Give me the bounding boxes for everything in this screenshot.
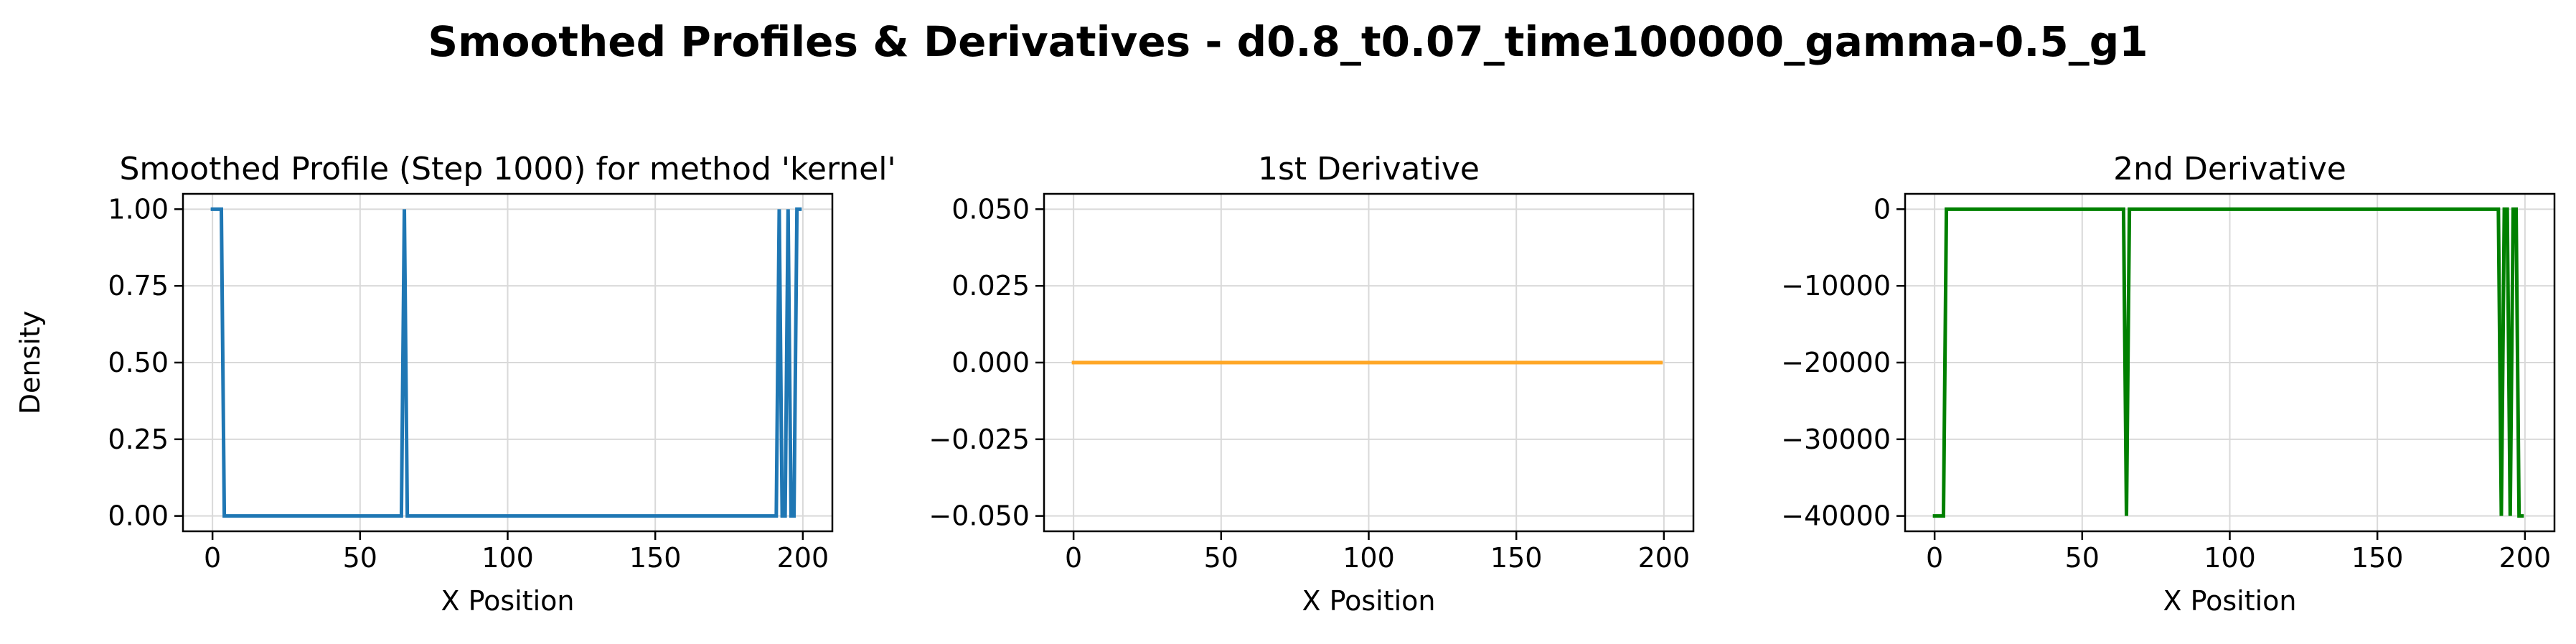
x-tick-label: 200 (2499, 542, 2552, 574)
y-tick-label: −30000 (1781, 424, 1891, 455)
x-tick-label: 0 (204, 542, 221, 574)
y-tick-label: −20000 (1781, 347, 1891, 378)
x-axis-label: X Position (441, 585, 574, 617)
y-tick-label: 0.25 (108, 424, 169, 455)
x-tick-label: 50 (343, 542, 377, 574)
x-tick-label: 0 (1065, 542, 1082, 574)
x-tick-label: 150 (629, 542, 682, 574)
x-axis-label: X Position (2163, 585, 2296, 617)
x-tick-label: 0 (1926, 542, 1943, 574)
y-tick-label: 0.00 (108, 500, 169, 532)
x-tick-label: 150 (1490, 542, 1543, 574)
series-line (210, 207, 802, 518)
y-tick-label: −40000 (1781, 500, 1891, 532)
y-tick-label: 0 (1874, 193, 1891, 225)
x-tick-label: 50 (2065, 542, 2100, 574)
subplot-profile: 0 50 100 150 200 0.00 0.25 0.50 0.75 1.00 Smoothed… (14, 151, 896, 617)
x-tick-label: 200 (1638, 542, 1691, 574)
y-tick-label: 0.000 (951, 347, 1030, 378)
x-tick-label: 100 (1343, 542, 1395, 574)
x-tick-label: 100 (481, 542, 534, 574)
subplot-second-derivative: 0 50 100 150 200 −40000 −30000 −20000 −10000 0 2nd… (1781, 151, 2556, 617)
y-tick-label: 1.00 (108, 193, 169, 225)
x-tick-label: 100 (2204, 542, 2256, 574)
y-tick-label: −0.025 (929, 424, 1030, 455)
y-tick-label: 0.050 (951, 193, 1030, 225)
x-tick-label: 200 (777, 542, 829, 574)
y-tick-label: −0.050 (929, 500, 1030, 532)
y-tick-label: −10000 (1781, 270, 1891, 302)
subplot-title: 2nd Derivative (2113, 151, 2346, 187)
x-tick-label: 150 (2351, 542, 2404, 574)
figure-suptitle: Smoothed Profiles & Derivatives - d0.8_t… (428, 17, 2148, 66)
subplot-first-derivative: 0 50 100 150 200 −0.050 −0.025 0.000 0.025 0.050 1… (929, 151, 1695, 617)
x-tick-label: 50 (1204, 542, 1238, 574)
subplot-title: 1st Derivative (1258, 151, 1480, 187)
y-tick-label: 0.025 (951, 270, 1030, 302)
x-axis-label: X Position (1302, 585, 1435, 617)
y-tick-label: 0.75 (108, 270, 169, 302)
y-axis-label: Density (14, 311, 46, 414)
subplot-title: Smoothed Profile (Step 1000) for method … (119, 151, 896, 187)
series-line (1932, 207, 2524, 518)
y-tick-label: 0.50 (108, 347, 169, 378)
